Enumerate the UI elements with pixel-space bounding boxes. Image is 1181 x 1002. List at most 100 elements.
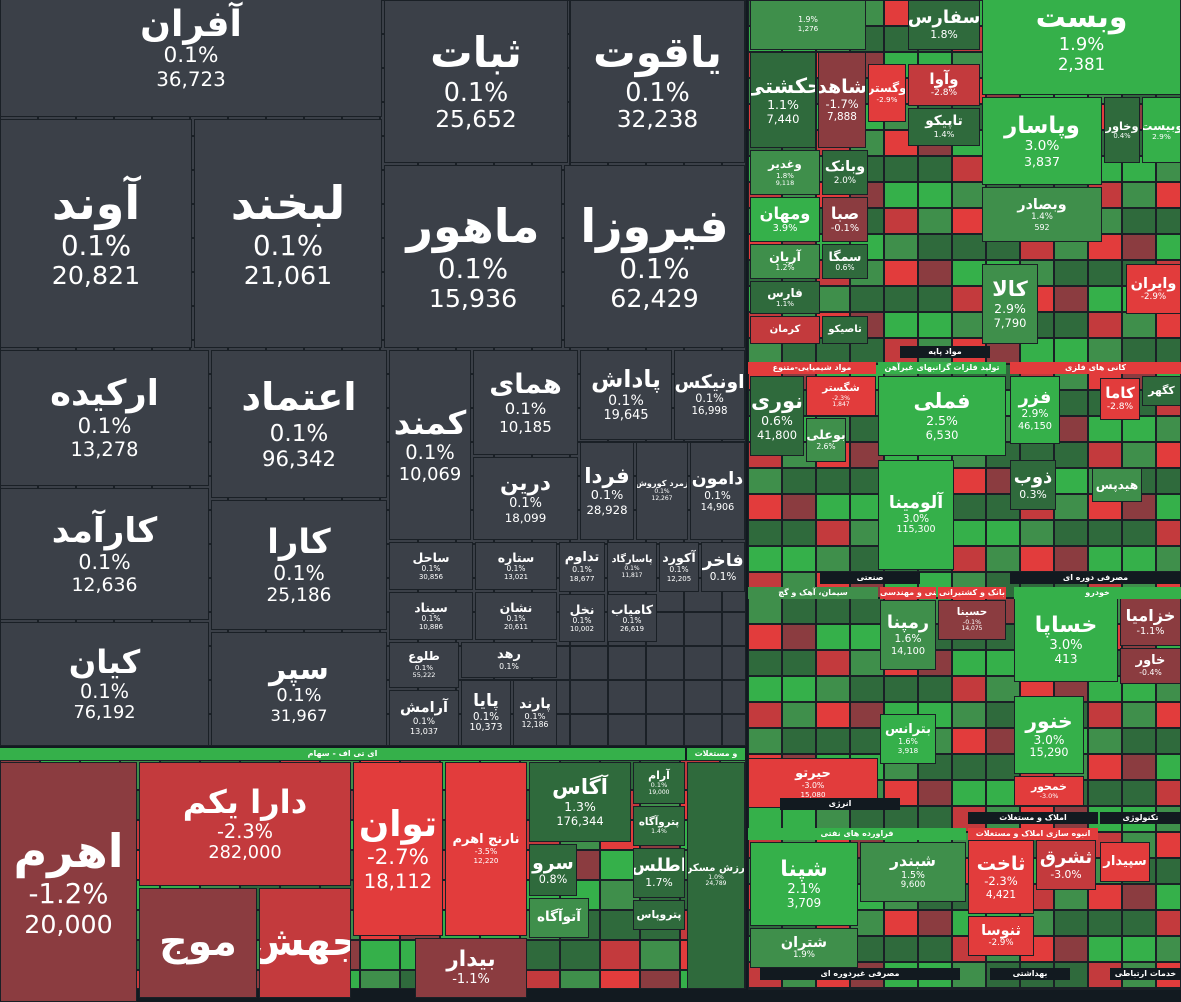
filler-tile: [1156, 520, 1181, 546]
tile-volume: 10,185: [499, 417, 552, 436]
filler-tile: [748, 468, 782, 494]
stock-tile: پتروآگاه 1.4%: [633, 806, 685, 846]
filler-tile: [884, 806, 918, 832]
filler-tile: [1156, 234, 1181, 260]
tile-name: تداوم: [564, 549, 600, 565]
filler-tile: [918, 182, 952, 208]
tile-volume: 41,800: [756, 427, 798, 442]
stock-tile: زمرد کوروش 0.1% 12,267: [636, 442, 688, 540]
stock-tile: سیناد 0.1% 10,886: [389, 592, 473, 640]
filler-tile: [782, 520, 816, 546]
filler-tile: [850, 728, 884, 754]
tile-name: دارا یکم: [182, 783, 308, 822]
stock-tile: اطلس 1.7%: [633, 848, 685, 898]
filler-tile: [748, 624, 782, 650]
filler-tile: [952, 286, 986, 312]
tile-volume: 21,061: [243, 261, 333, 291]
stock-tile: جهش: [259, 888, 351, 998]
sector-header: خدمات فنی و مهندسی: [880, 587, 936, 599]
filler-tile: [1122, 208, 1156, 234]
tile-name: پاسارگاد: [611, 554, 653, 566]
sector-header: املاک و مستغلات: [968, 812, 1098, 824]
filler-tile: [952, 312, 986, 338]
tile-change: -1.2%: [28, 877, 109, 911]
tile-change: 3.0%: [1049, 638, 1083, 654]
filler-tile: [1054, 520, 1088, 546]
filler-tile: [918, 676, 952, 702]
filler-tile: [918, 234, 952, 260]
tile-name: پاداش: [591, 365, 661, 394]
stock-tile: شاهد -1.7% 7,888: [818, 52, 866, 148]
tile-change: 0.1%: [608, 392, 644, 409]
filler-tile: [884, 156, 918, 182]
tile-volume: 96,342: [261, 446, 337, 472]
tile-change: 1.0%: [708, 874, 724, 882]
filler-tile: [850, 624, 884, 650]
filler-tile: [918, 260, 952, 286]
tile-name: نارنج اهرم: [452, 831, 520, 847]
stock-tile: رمپنا 1.6% 14,100: [880, 600, 936, 670]
tile-change: -1.7%: [825, 97, 859, 112]
stock-tile: وبصادر 1.4% 592: [982, 187, 1102, 242]
tile-name: صبا: [830, 203, 860, 223]
tile-volume: 176,344: [556, 813, 604, 828]
tile-change: 0.1%: [77, 413, 132, 439]
stock-tile: هیدپس: [1092, 468, 1142, 502]
stock-tile: اعتماد 0.1% 96,342: [211, 350, 387, 498]
filler-tile: [1088, 728, 1122, 754]
tile-change: 0.1%: [654, 487, 670, 495]
stock-tile: فارس 1.1%: [750, 281, 820, 314]
filler-tile: [816, 598, 850, 624]
filler-tile: [884, 260, 918, 286]
filler-tile: [1122, 338, 1156, 364]
filler-tile: [560, 970, 600, 989]
stock-tile: یاقوت 0.1% 32,238: [570, 0, 745, 163]
filler-tile: [952, 234, 986, 260]
sector-header: صنعتی: [820, 572, 920, 584]
tile-name: سیناد: [414, 599, 448, 615]
tile-volume: 76,192: [73, 703, 136, 724]
stock-tile: بترانس 1.6% 3,918: [880, 714, 936, 764]
filler-tile: [1088, 754, 1122, 780]
stock-tile: خساپا 3.0% 413: [1014, 598, 1118, 682]
filler-tile: [722, 714, 746, 746]
tile-name: کگهر: [1148, 383, 1175, 397]
filler-tile: [816, 494, 850, 520]
sector-header: مواد شیمیایی-متنوع: [748, 362, 876, 374]
tile-name: پتروپاس: [636, 907, 682, 921]
tile-change: -2.3%: [984, 874, 1018, 889]
tile-name: حکشتی: [751, 74, 815, 99]
tile-change: 0.1%: [506, 563, 526, 573]
stock-tile: نارنج اهرم -3.5% 12,220: [445, 762, 527, 936]
stock-tile: سمگا 0.6%: [822, 244, 868, 279]
filler-tile: [816, 546, 850, 572]
filler-tile: [1156, 312, 1181, 338]
stock-tile: ومهان 3.9%: [750, 197, 820, 242]
filler-tile: [1156, 442, 1181, 468]
filler-tile: [1156, 494, 1181, 520]
tile-change: 0.1%: [572, 564, 592, 574]
stock-tile: کارا 0.1% 25,186: [211, 500, 387, 630]
filler-tile: [952, 520, 986, 546]
stock-tile: خمحور -3.0%: [1014, 776, 1084, 806]
filler-tile: [684, 714, 722, 746]
tile-change: 0.1%: [414, 662, 434, 672]
stock-tile: دارا یکم -2.3% 282,000: [139, 762, 351, 886]
tile-name: خزامیا: [1125, 606, 1176, 626]
stock-tile: کگهر: [1142, 376, 1181, 406]
tile-name: فزر: [1018, 388, 1052, 409]
tile-volume: 3,918: [897, 745, 919, 755]
tile-change: 1.7%: [645, 876, 673, 890]
sector-header: سیمان، آهک و گچ: [748, 587, 878, 599]
filler-tile: [1088, 702, 1122, 728]
filler-tile: [782, 546, 816, 572]
sector-header: انبوه سازی املاک و مستغلات: [968, 828, 1098, 840]
filler-tile: [952, 988, 986, 990]
tile-name: یاقوت: [593, 28, 722, 78]
filler-tile: [986, 520, 1020, 546]
tile-change: 0.4%: [1113, 131, 1131, 140]
filler-tile: [952, 156, 986, 182]
filler-tile: [640, 970, 680, 989]
stock-tile: شپنا 2.1% 3,709: [750, 842, 858, 926]
tile-name: ساحل: [412, 549, 450, 565]
